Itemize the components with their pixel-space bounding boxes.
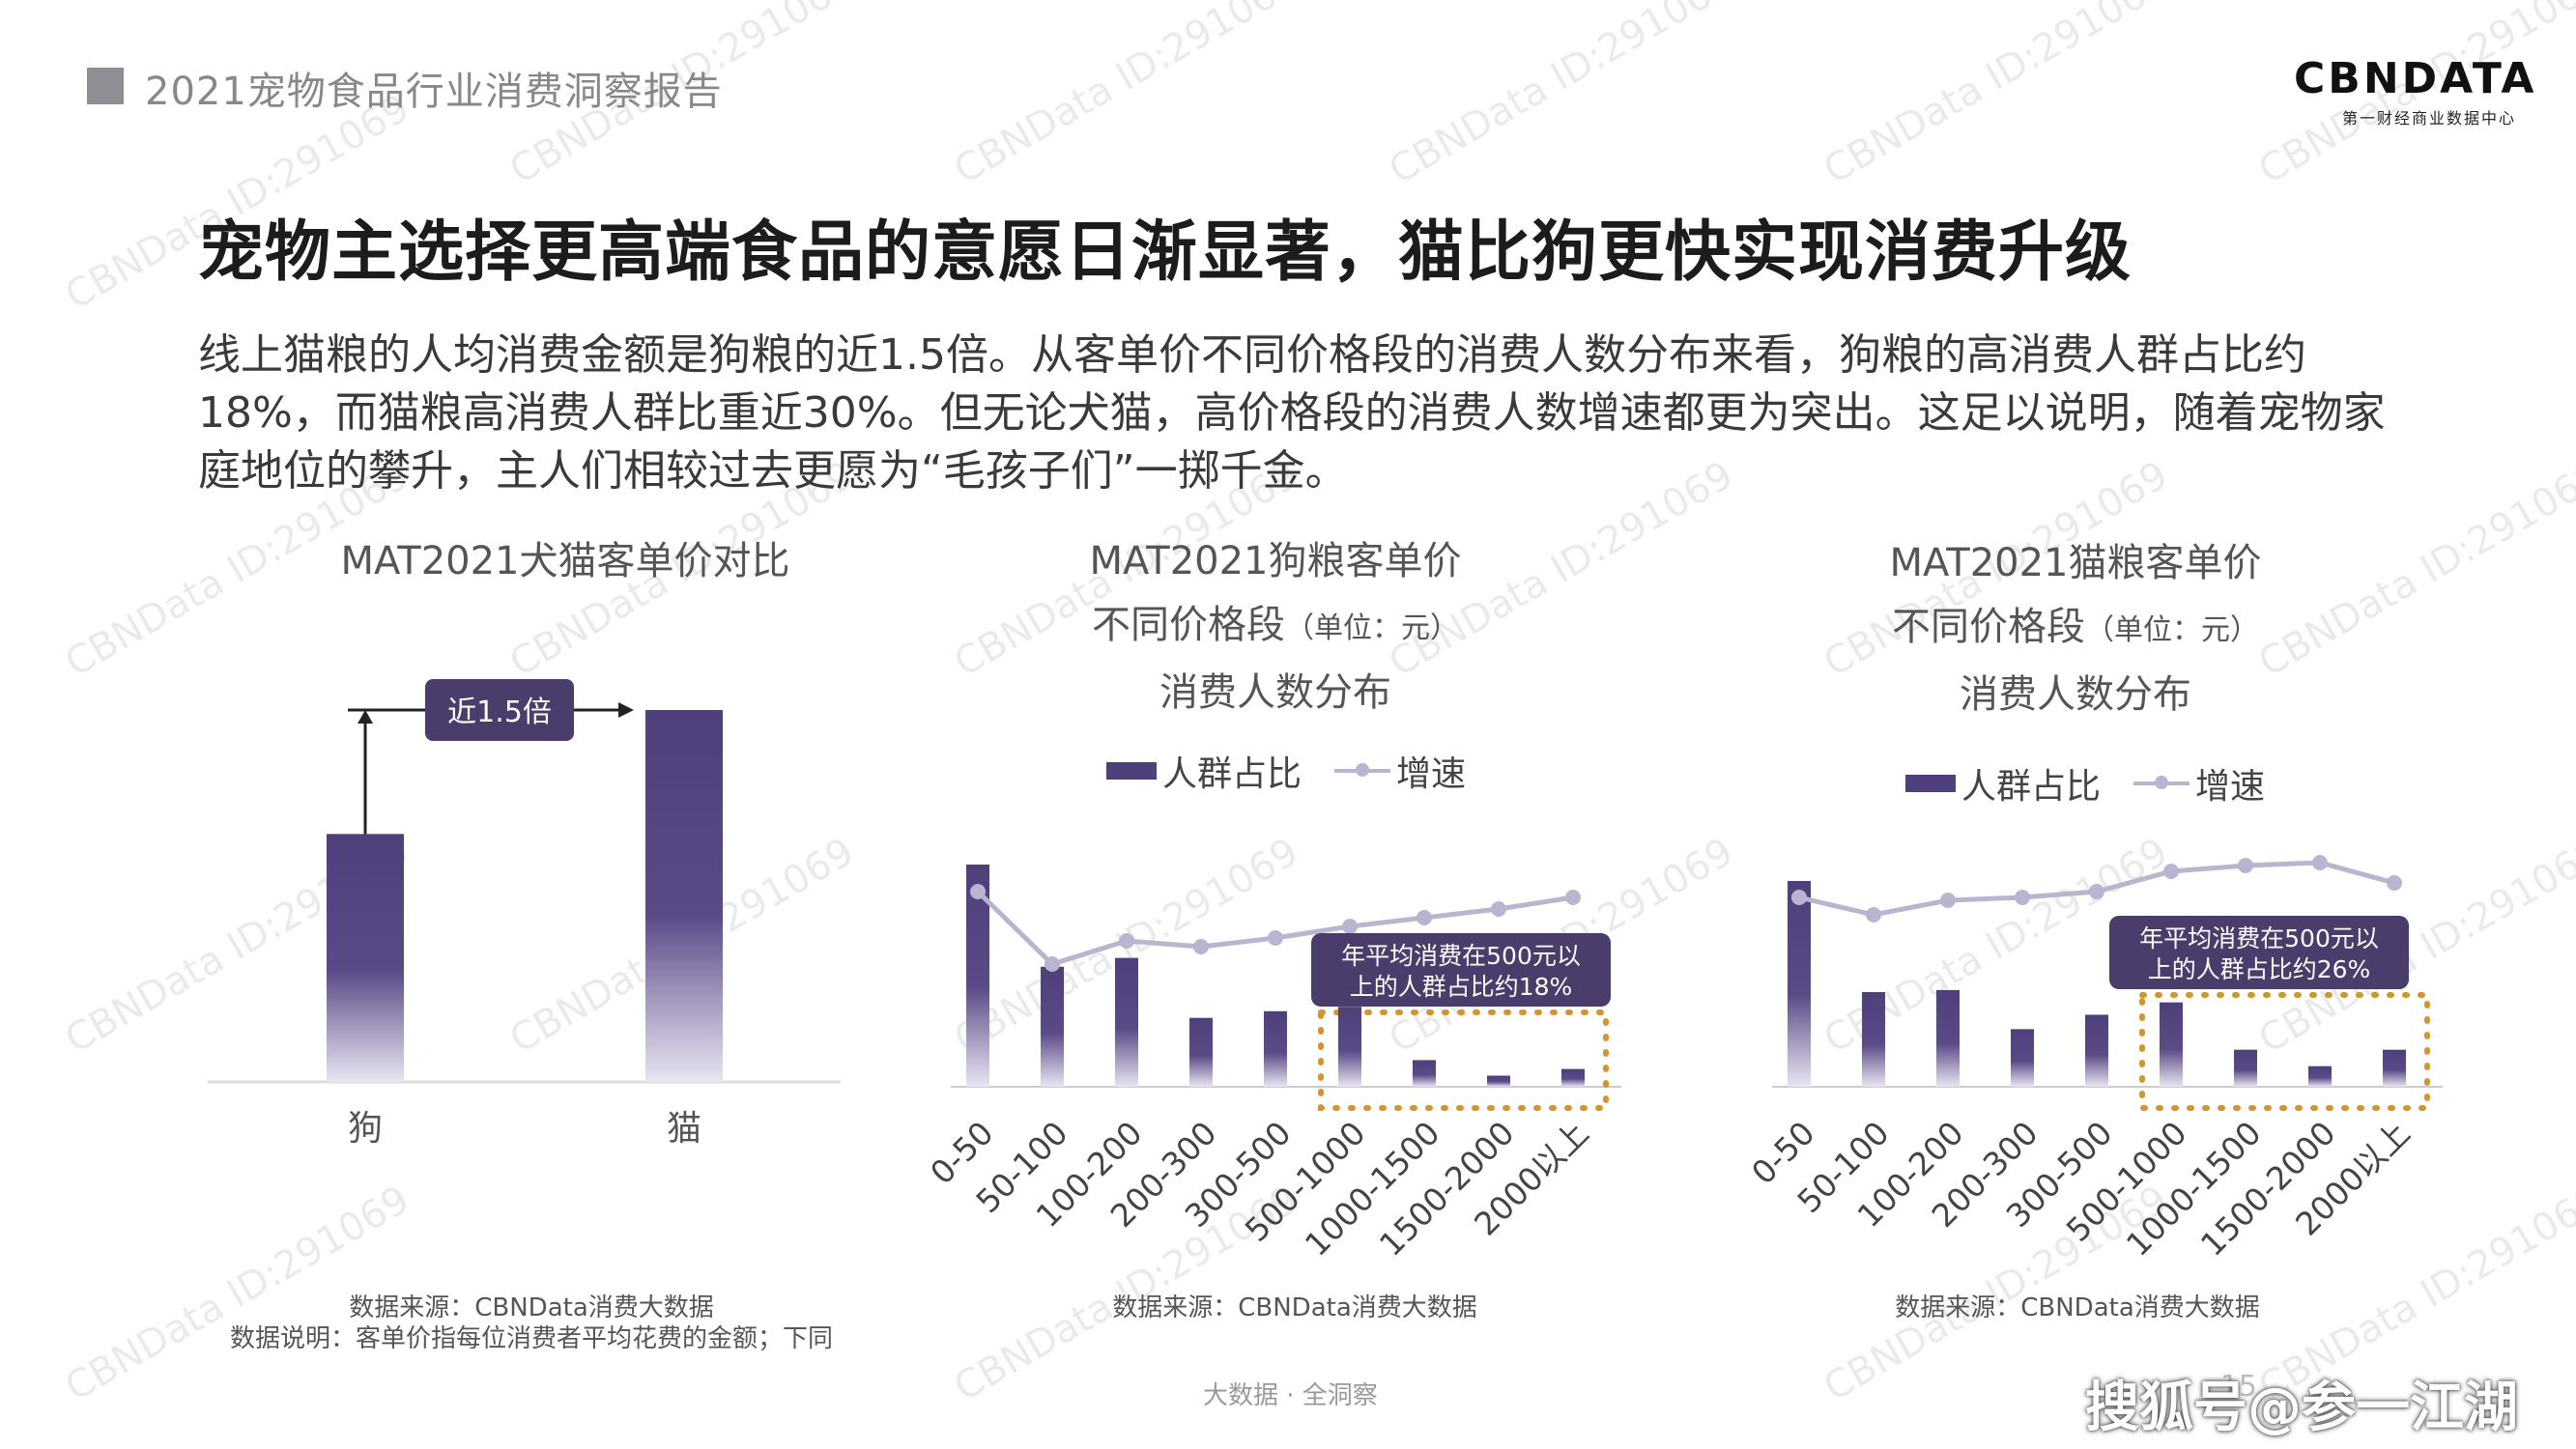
chart2-title-line1: MAT2021狗粮客单价 bbox=[1089, 539, 1462, 583]
seg-callout-box bbox=[2109, 916, 2409, 989]
seg-bar bbox=[2160, 1002, 2183, 1087]
seg-highlight-box bbox=[1318, 1009, 1609, 1111]
chart1-title: MAT2021犬猫客单价对比 bbox=[340, 539, 790, 583]
seg-callout-line1: 年平均消费在500元以 bbox=[2139, 924, 2379, 952]
chart1-arrow-head bbox=[618, 702, 634, 718]
chart1-arrow-head bbox=[358, 710, 373, 724]
legend-bar-label: 人群占比 bbox=[1961, 767, 2102, 807]
chart3-legend: 人群占比 增速 bbox=[1905, 758, 2265, 809]
seg-callout-box bbox=[1311, 933, 1611, 1007]
seg-growth-point bbox=[1791, 890, 1807, 905]
chart1-source-line: 数据来源：CBNData消费大数据 bbox=[349, 1293, 714, 1322]
seg-growth-point bbox=[1119, 933, 1134, 949]
chart3-title-line2: 不同价格段（单位：元） bbox=[1892, 605, 2259, 649]
chart2-title-line2: 不同价格段（单位：元） bbox=[1092, 603, 1459, 647]
seg-growth-point bbox=[1268, 930, 1283, 946]
seg-growth-point bbox=[2312, 855, 2328, 870]
logo-sub-text: 第一财经商业数据中心 bbox=[2341, 109, 2516, 128]
seg-bar bbox=[1338, 1007, 1361, 1087]
seg-bar bbox=[2011, 1029, 2034, 1087]
seg-bar bbox=[1936, 989, 1960, 1087]
seg-growth-point bbox=[970, 884, 986, 899]
legend-bar-swatch bbox=[1905, 775, 1956, 792]
chart1-category-label: 猫 bbox=[667, 1109, 701, 1149]
seg-bar bbox=[2383, 1049, 2406, 1087]
seg-bar bbox=[1561, 1068, 1585, 1087]
header-square-icon bbox=[87, 68, 124, 104]
logo-main-text: CBNDATA bbox=[2294, 54, 2537, 103]
seg-bar bbox=[2308, 1065, 2332, 1087]
seg-growth-point bbox=[1866, 907, 1881, 923]
chart2-source: 数据来源：CBNData消费大数据 bbox=[1112, 1293, 1477, 1322]
legend-line-label: 增速 bbox=[1396, 754, 1467, 794]
seg-bar bbox=[1788, 881, 1811, 1087]
chart1-source: 数据来源：CBNData消费大数据 数据说明：客单价指每位消费者平均花费的金额；… bbox=[184, 1293, 879, 1354]
seg-bar bbox=[2085, 1014, 2108, 1087]
chart2-title-line3: 消费人数分布 bbox=[1159, 670, 1391, 715]
legend-line-swatch bbox=[1334, 763, 1391, 777]
chart1-category-label: 狗 bbox=[348, 1109, 383, 1149]
seg-callout-line2: 上的人群占比约26% bbox=[2148, 955, 2371, 983]
chart2-unit: （单位：元） bbox=[1285, 611, 1459, 645]
seg-bar bbox=[1862, 992, 1885, 1087]
legend-line-label: 增速 bbox=[2195, 767, 2266, 807]
seg-bar bbox=[1189, 1017, 1213, 1087]
chart1-bar bbox=[645, 710, 723, 1082]
seg-growth-point bbox=[1193, 939, 1209, 954]
report-title: 2021宠物食品行业消费洞察报告 bbox=[145, 70, 723, 114]
chart3-title-line3: 消费人数分布 bbox=[1960, 672, 2191, 717]
sohu-watermark: 搜狐号@参一江湖 bbox=[2085, 1377, 2518, 1439]
seg-growth-point bbox=[2015, 890, 2030, 905]
footer-slogan: 大数据 · 全洞察 bbox=[1203, 1381, 1378, 1410]
seg-bar bbox=[1413, 1060, 1436, 1087]
chart3-unit: （单位：元） bbox=[2085, 613, 2259, 647]
chart3-source: 数据来源：CBNData消费大数据 bbox=[1895, 1293, 2260, 1322]
chart3: 0-5050-100100-200200-300300-500500-10001… bbox=[1744, 855, 2443, 1264]
page-number: 15 bbox=[2219, 1370, 2257, 1404]
seg-growth-point bbox=[1045, 956, 1060, 972]
seg-growth-point bbox=[1940, 893, 1956, 908]
seg-growth-point bbox=[1417, 910, 1432, 925]
seg-growth-point bbox=[2387, 875, 2402, 891]
seg-growth-point bbox=[2089, 884, 2104, 899]
seg-highlight-box bbox=[2139, 992, 2430, 1111]
chart3-title-line1: MAT2021猫粮客单价 bbox=[1889, 541, 2262, 585]
seg-growth-point bbox=[1342, 919, 1358, 934]
seg-growth-point bbox=[1565, 890, 1581, 905]
chart1-annotation-label: 近1.5倍 bbox=[447, 696, 552, 729]
cbndata-logo: CBNDATA 第一财经商业数据中心 bbox=[2294, 54, 2537, 128]
legend-bar-swatch bbox=[1106, 762, 1157, 780]
seg-bar bbox=[1487, 1075, 1510, 1087]
page-description: 线上猫粮的人均消费金额是狗粮的近1.5倍。从客单价不同价格段的消费人数分布来看，… bbox=[198, 330, 2386, 496]
page-headline: 宠物主选择更高端食品的意愿日渐显著，猫比狗更快实现消费升级 bbox=[198, 214, 2132, 291]
seg-bar bbox=[2234, 1049, 2257, 1087]
seg-bar bbox=[1264, 1010, 1287, 1087]
seg-callout-line2: 上的人群占比约18% bbox=[1350, 973, 1573, 1001]
chart1: 狗 猫 近1.5倍 bbox=[208, 679, 841, 1149]
chart1-annotation-box bbox=[425, 679, 574, 741]
chart2: 0-5050-100100-200200-300300-500500-10001… bbox=[923, 865, 1621, 1264]
seg-growth-point bbox=[1491, 901, 1506, 917]
legend-bar-label: 人群占比 bbox=[1162, 754, 1302, 794]
legend-line-swatch bbox=[2133, 776, 2190, 789]
seg-growth-point bbox=[2238, 858, 2253, 873]
seg-callout-line1: 年平均消费在500元以 bbox=[1341, 942, 1581, 970]
chart2-title: MAT2021狗粮客单价 不同价格段（单位：元） 消费人数分布 bbox=[976, 529, 1575, 724]
seg-bar bbox=[1041, 966, 1064, 1087]
chart1-bar bbox=[327, 834, 404, 1082]
chart2-legend: 人群占比 增速 bbox=[1106, 746, 1466, 796]
chart1-note-line: 数据说明：客单价指每位消费者平均花费的金额；下同 bbox=[229, 1324, 833, 1353]
seg-bar bbox=[1115, 957, 1138, 1087]
seg-growth-point bbox=[2163, 864, 2179, 879]
chart3-title: MAT2021猫粮客单价 不同价格段（单位：元） 消费人数分布 bbox=[1776, 531, 2375, 726]
